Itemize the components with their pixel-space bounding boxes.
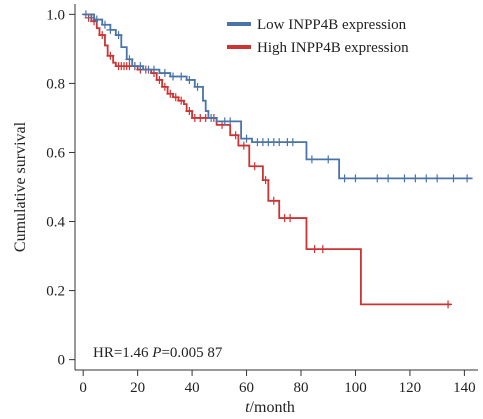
y-tick-label: 0.4 xyxy=(46,215,65,231)
censor-mark-low xyxy=(307,155,316,164)
censor-mark-low xyxy=(185,75,194,84)
censor-mark-high xyxy=(106,51,115,60)
legend-label-low: Low INPP4B expression xyxy=(257,17,407,33)
censor-mark-low xyxy=(275,138,284,147)
censor-mark-high xyxy=(286,214,295,223)
censor-mark-low xyxy=(169,72,178,81)
x-tick-label: 20 xyxy=(130,380,145,396)
x-tick-label: 100 xyxy=(344,380,367,396)
censor-mark-low xyxy=(226,117,235,126)
hr-text: HR=1.46 xyxy=(93,345,152,361)
censor-mark-high xyxy=(444,300,453,309)
y-axis-ticks: 0 0.2 0.4 0.6 0.8 1.0 xyxy=(46,7,75,369)
x-axis-ticks: 0 20 40 60 80 100 120 140 xyxy=(79,370,476,396)
p-value: =0.005 87 xyxy=(161,345,222,361)
censor-mark-low xyxy=(114,31,123,40)
censor-mark-low xyxy=(373,174,382,183)
censor-mark-high xyxy=(185,107,194,116)
p-variable: P xyxy=(151,345,161,361)
censor-mark-low xyxy=(433,174,442,183)
x-axis-variable: t xyxy=(245,399,250,416)
y-tick-label: 1.0 xyxy=(46,7,65,23)
x-tick-label: 40 xyxy=(185,380,200,396)
censor-mark-low xyxy=(136,62,145,71)
censor-mark-low xyxy=(288,138,297,147)
x-tick-label: 120 xyxy=(399,380,422,396)
censor-mark-low xyxy=(411,174,420,183)
censor-mark-low xyxy=(100,20,109,29)
censor-mark-high xyxy=(250,162,259,171)
censor-mark-high xyxy=(98,31,107,40)
censor-mark-low xyxy=(87,13,96,22)
censor-mark-low xyxy=(177,72,186,81)
x-tick-label: 140 xyxy=(453,380,476,396)
y-axis-title: Cumulative survival xyxy=(12,121,29,252)
censor-mark-low xyxy=(324,155,333,164)
censor-mark-low xyxy=(207,113,216,122)
x-tick-label: 60 xyxy=(239,380,254,396)
x-axis-title: t/month xyxy=(245,399,295,416)
censor-mark-low xyxy=(242,134,251,143)
censor-mark-low xyxy=(384,174,393,183)
y-tick-label: 0.6 xyxy=(46,145,65,161)
censor-mark-low xyxy=(422,174,431,183)
x-tick-label: 0 xyxy=(79,380,87,396)
hazard-ratio-annotation: HR=1.46 P=0.005 87 xyxy=(93,345,223,361)
censor-mark-high xyxy=(166,89,175,98)
censor-mark-low xyxy=(463,174,472,183)
censor-mark-high xyxy=(310,245,319,254)
censor-mark-low xyxy=(106,25,115,34)
censor-mark-high xyxy=(239,141,248,150)
censor-mark-high xyxy=(155,75,164,84)
censor-mark-low xyxy=(81,10,90,19)
censor-mark-low xyxy=(160,69,169,78)
censor-mark-low xyxy=(449,174,458,183)
censor-mark-low xyxy=(193,82,202,91)
censor-mark-high xyxy=(318,245,327,254)
survival-curve-high xyxy=(83,13,451,306)
censor-mark-low xyxy=(92,15,101,24)
censor-mark-low xyxy=(149,65,158,74)
censor-mark-low xyxy=(340,174,349,183)
censor-mark-high xyxy=(269,196,278,205)
x-axis-unit: /month xyxy=(250,399,295,416)
censor-mark-high xyxy=(160,82,169,91)
y-tick-label: 0 xyxy=(58,353,66,369)
y-tick-label: 0.2 xyxy=(46,284,65,300)
censor-mark-high xyxy=(261,176,270,185)
y-tick-label: 0.8 xyxy=(46,76,65,92)
censor-mark-high xyxy=(171,93,180,102)
legend: Low INPP4B expression High INPP4B expres… xyxy=(227,17,409,56)
censor-mark-high xyxy=(231,131,240,140)
survival-curves xyxy=(81,10,473,309)
censor-mark-low xyxy=(400,174,409,183)
survival-curve-low xyxy=(83,13,473,180)
legend-label-high: High INPP4B expression xyxy=(257,40,409,56)
censor-mark-low xyxy=(351,174,360,183)
censor-mark-high xyxy=(177,96,186,105)
censor-mark-low xyxy=(125,55,134,64)
x-tick-label: 80 xyxy=(294,380,309,396)
